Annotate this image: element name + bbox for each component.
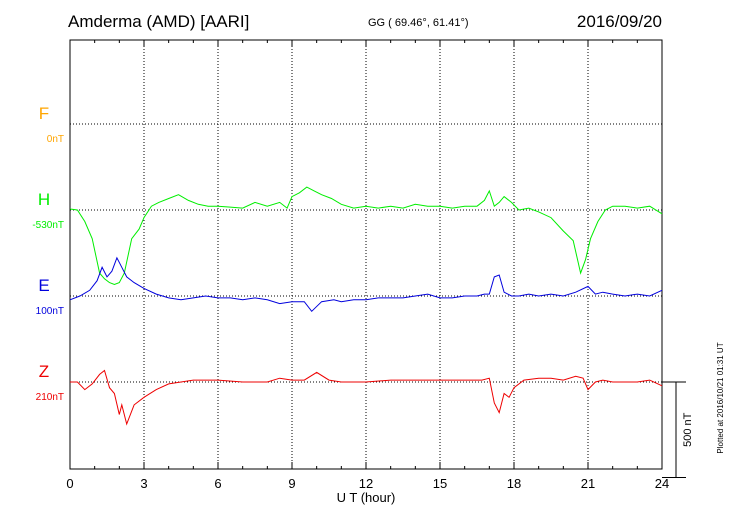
x-tick-label: 15 <box>433 476 447 491</box>
trace-h <box>69 186 663 286</box>
vertical-gridlines <box>143 40 589 469</box>
series-baseline-h: -530nT <box>32 220 64 231</box>
x-tick-labels: 0 3 6 9 12 15 18 21 24 <box>66 476 669 491</box>
x-axis-label: U T (hour) <box>337 490 396 505</box>
x-tick-label: 12 <box>359 476 373 491</box>
series-name-e: E <box>38 276 49 295</box>
series-name-f: F <box>39 104 49 123</box>
x-tick-label: 9 <box>288 476 295 491</box>
plot-date: 2016/09/20 <box>577 12 662 31</box>
x-tick-label: 6 <box>214 476 221 491</box>
data-traces <box>69 186 663 426</box>
series-labels: F 0nT H -530nT E 100nT Z 210nT <box>32 104 64 403</box>
series-baseline-z: 210nT <box>36 392 64 403</box>
x-tick-label: 18 <box>507 476 521 491</box>
x-tick-label: 24 <box>655 476 669 491</box>
plot-frame <box>69 39 663 470</box>
trace-z <box>70 369 663 426</box>
axis-ticks <box>69 40 663 469</box>
station-title: Amderma (AMD) [AARI] <box>68 12 249 31</box>
x-tick-label: 3 <box>140 476 147 491</box>
x-tick-label: 0 <box>66 476 73 491</box>
series-baseline-f: 0nT <box>47 134 64 145</box>
trace-e <box>69 256 663 313</box>
scale-bar: 500 nT <box>662 381 694 479</box>
station-coordinates: GG ( 69.46°, 61.41°) <box>368 17 469 29</box>
series-baseline-e: 100nT <box>36 306 64 317</box>
series-name-z: Z <box>39 362 49 381</box>
x-tick-label: 21 <box>581 476 595 491</box>
series-name-h: H <box>38 190 50 209</box>
scale-bar-label: 500 nT <box>682 412 694 447</box>
plotted-at-note: Plotted at 2016/10/21 01:31 UT <box>716 342 725 453</box>
